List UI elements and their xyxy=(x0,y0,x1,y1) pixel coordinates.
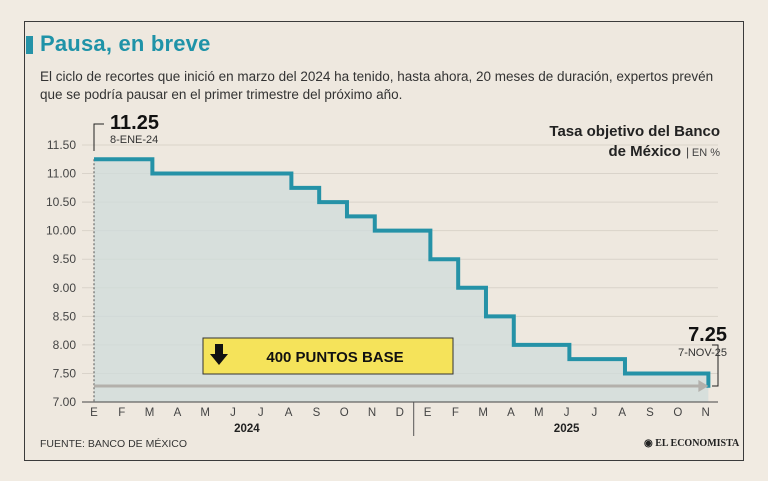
subtitle: El ciclo de recortes que inició en marzo… xyxy=(40,69,714,102)
y-tick-labels: 11.50 11.00 10.50 10.00 9.50 9.00 8.50 8.00 7.50… xyxy=(46,138,76,409)
x-tick-label: J xyxy=(230,407,236,419)
y-tick-label: 8.00 xyxy=(53,338,77,352)
year-label: 2024 xyxy=(234,423,260,435)
x-tick-label: J xyxy=(592,407,598,419)
x-tick-label: J xyxy=(564,407,570,419)
source-note: FUENTE: BANCO DE MÉXICO xyxy=(40,438,188,450)
y-tick-label: 7.50 xyxy=(53,366,77,380)
x-tick-label: O xyxy=(340,407,349,419)
y-tick-label: 9.50 xyxy=(53,252,77,266)
chart-title-line1: Tasa objetivo del Banco xyxy=(549,123,720,140)
x-tick-label: O xyxy=(673,407,682,419)
x-tick-label: F xyxy=(452,407,459,419)
x-tick-label: A xyxy=(618,407,626,419)
brand-name: EL ECONOMISTA xyxy=(655,438,740,449)
x-tick-label: N xyxy=(701,407,709,419)
y-tick-label: 9.00 xyxy=(53,281,77,295)
x-tick-label: A xyxy=(507,407,515,419)
end-annotation-bracket xyxy=(712,344,719,387)
x-tick-label: F xyxy=(118,407,125,419)
banner-label: 400 PUNTOS BASE xyxy=(266,349,403,366)
down-arrow-icon xyxy=(215,344,223,354)
start-annotation-bracket xyxy=(93,123,104,151)
down-arrow-icon-head xyxy=(210,354,228,365)
x-tick-label: M xyxy=(200,407,210,419)
year-label: 2025 xyxy=(554,423,580,435)
y-tick-label: 10.00 xyxy=(46,224,76,238)
page-title: Pausa, en breve xyxy=(40,31,211,56)
rate-line xyxy=(94,157,711,388)
x-tick-label: S xyxy=(313,407,321,419)
y-tick-label: 8.50 xyxy=(53,309,77,323)
x-tick-label: E xyxy=(424,407,432,419)
x-tick-label: M xyxy=(145,407,155,419)
start-value: 11.25 xyxy=(110,112,159,134)
x-tick-label: E xyxy=(90,407,98,419)
chart-unit-separator: | xyxy=(686,145,689,159)
x-tick-label: A xyxy=(285,407,293,419)
x-axis: E F M A M J J A S O N D E F M A M J J A S O N 2024 2025 xyxy=(82,401,718,436)
chart-title-line2: de México xyxy=(608,143,681,160)
y-tick-label: 11.00 xyxy=(47,167,76,181)
y-tick-label: 7.00 xyxy=(53,395,77,409)
x-tick-label: M xyxy=(478,407,488,419)
brand-logo: ◉ EL ECONOMISTA xyxy=(644,438,740,449)
x-tick-label: J xyxy=(258,407,264,419)
start-date: 8-ENE-24 xyxy=(110,134,158,146)
end-value: 7.25 xyxy=(688,324,727,346)
duration-arrow xyxy=(94,380,709,392)
x-tick-label: A xyxy=(174,407,182,419)
chart-unit: EN % xyxy=(692,147,720,159)
title-accent-bar xyxy=(26,36,33,54)
y-tick-label: 10.50 xyxy=(46,195,76,209)
banner-box xyxy=(202,337,454,375)
end-date: 7-NOV-25 xyxy=(678,347,727,359)
x-tick-label: N xyxy=(368,407,376,419)
y-tick-label: 11.50 xyxy=(47,138,76,152)
x-tick-label: S xyxy=(646,407,654,419)
x-tick-label: M xyxy=(534,407,544,419)
x-tick-label: D xyxy=(396,407,404,419)
